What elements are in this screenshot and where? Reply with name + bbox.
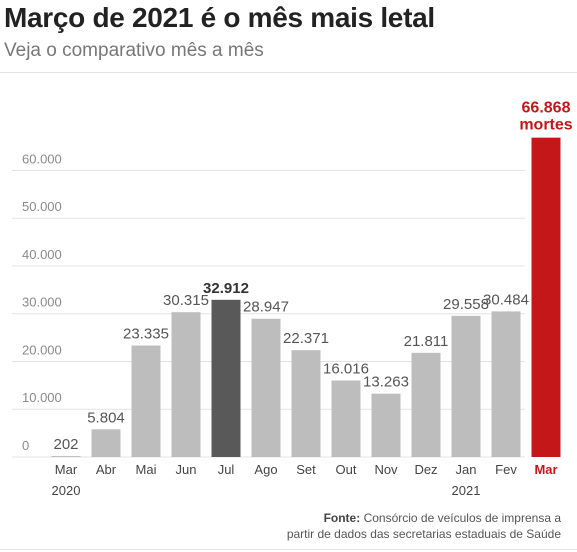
source-line-2: partir de dados das secretarias estaduai… xyxy=(286,527,561,541)
x-tick-label: Jan xyxy=(456,462,477,477)
data-label: 23.335 xyxy=(123,326,169,343)
data-label: 5.804 xyxy=(87,409,125,426)
bar xyxy=(531,137,561,458)
y-tick-label: 50.000 xyxy=(22,199,62,214)
data-label: 13.263 xyxy=(363,374,409,391)
bar xyxy=(371,393,401,457)
bar xyxy=(91,429,121,457)
x-tick-label: Jun xyxy=(176,462,197,477)
bar xyxy=(331,380,361,457)
bar xyxy=(411,352,441,457)
bar xyxy=(491,311,521,457)
x-tick-label: Set xyxy=(296,462,316,477)
y-tick-label: 20.000 xyxy=(22,342,62,357)
source-label: Fonte: xyxy=(323,511,361,525)
data-label: 28.947 xyxy=(243,299,289,316)
chart-subtitle: Veja o comparativo mês a mês xyxy=(4,40,264,61)
bar xyxy=(131,345,161,457)
x-tick-label: Out xyxy=(336,462,357,477)
x-tick-label: Mai xyxy=(136,462,157,477)
data-label: 66.868 xyxy=(522,100,571,117)
x-tick-label: Abr xyxy=(96,462,117,477)
bar xyxy=(51,456,81,457)
bar xyxy=(211,299,241,457)
footer-divider xyxy=(0,549,577,550)
y-tick-label: 60.000 xyxy=(22,151,62,166)
data-label: 30.484 xyxy=(483,291,529,308)
y-tick-label: 10.000 xyxy=(22,390,62,405)
bar xyxy=(251,318,281,457)
header-divider xyxy=(0,72,577,73)
x-tick-sublabel: 2020 xyxy=(52,483,81,498)
data-label: 16.016 xyxy=(323,361,369,378)
bar xyxy=(171,312,201,457)
data-label: 22.371 xyxy=(283,330,329,347)
source-line-1: Consórcio de veículos de imprensa a xyxy=(363,511,561,525)
y-tick-label: 30.000 xyxy=(22,295,62,310)
x-tick-label: Fev xyxy=(495,462,517,477)
x-tick-sublabel: 2021 xyxy=(452,483,481,498)
bar xyxy=(291,350,321,457)
data-label-unit: mortes xyxy=(519,117,572,134)
data-label: 32.912 xyxy=(203,280,249,297)
x-tick-label: Ago xyxy=(254,462,277,477)
y-tick-label: 40.000 xyxy=(22,247,62,262)
bar xyxy=(451,315,481,457)
data-label: 202 xyxy=(53,436,78,453)
y-tick-label: 0 xyxy=(22,438,29,453)
x-tick-label: Jul xyxy=(218,462,235,477)
x-tick-label: Mar xyxy=(534,462,557,477)
x-tick-label: Dez xyxy=(414,462,437,477)
chart-title: Março de 2021 é o mês mais letal xyxy=(4,2,435,33)
data-label: 21.811 xyxy=(404,333,449,350)
x-tick-label: Mar xyxy=(55,462,78,477)
source-note: Fonte: Consórcio de veículos de imprensa… xyxy=(287,510,561,542)
data-label: 30.315 xyxy=(163,292,209,309)
data-label: 29.558 xyxy=(443,296,489,313)
x-tick-label: Nov xyxy=(374,462,398,477)
